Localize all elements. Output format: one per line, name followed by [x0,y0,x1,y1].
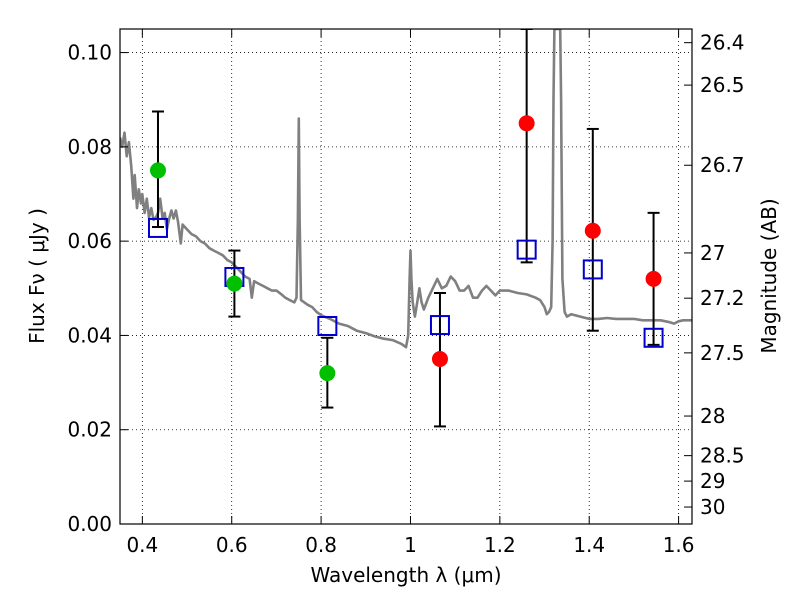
magnitude-tick-label: 30 [700,495,725,519]
model-flux-square [516,239,537,260]
infrared-flux-point [518,115,535,132]
magnitude-tick-label: 27.2 [700,286,745,310]
model-flux-square [643,327,664,348]
x-tick-label: 0.8 [305,533,337,557]
magnitude-axis-label: Magnitude (AB) [757,198,781,353]
magnitude-tick-label: 28.5 [700,444,745,468]
magnitude-tick-label: 26.5 [700,73,745,97]
optical-flux-point [226,275,243,292]
y-tick-label: 0.02 [67,418,112,442]
y-tick-label: 0.08 [67,135,112,159]
y-tick-label: 0.04 [67,323,112,347]
model-flux-square [429,315,450,336]
x-axis-ticks: 0.4 0.6 0.8 1 1.2 1.4 1.6 [126,29,695,557]
magnitude-tick-label: 26.7 [700,153,745,177]
infrared-flux-point [645,270,662,287]
plot-frame [119,28,693,525]
y-tick-label: 0.10 [67,41,112,65]
infrared-flux-point [584,222,601,239]
model-flux-square [582,259,603,280]
plot-background [120,29,692,524]
y-axis-label: Flux Fν ( μJy ) [25,208,49,344]
infrared-flux-point [431,351,448,367]
magnitude-tick-label: 29 [700,469,725,493]
x-tick-label: 1 [404,533,417,557]
data-points [147,115,664,382]
magnitude-tick-label: 28 [700,404,725,428]
magnitude-tick-label: 27 [700,241,725,265]
y-tick-label: 0.06 [67,229,112,253]
magnitude-tick-label: 26.4 [700,31,745,55]
x-tick-label: 1.4 [573,533,605,557]
magnitude-tick-label: 27.5 [700,341,745,365]
x-tick-label: 0.4 [126,533,158,557]
optical-flux-point [149,162,166,179]
x-tick-label: 1.2 [484,533,516,557]
x-tick-label: 1.6 [663,533,695,557]
y-tick-label: 0.00 [67,512,112,536]
model-flux-square [317,316,338,336]
optical-flux-point [319,365,336,382]
y-axis-ticks: 0.00 0.02 0.04 0.06 0.08 0.10 [67,41,128,536]
x-tick-label: 0.6 [216,533,248,557]
model-flux-square [147,217,168,238]
x-axis-label: Wavelength λ (μm) [310,563,501,587]
